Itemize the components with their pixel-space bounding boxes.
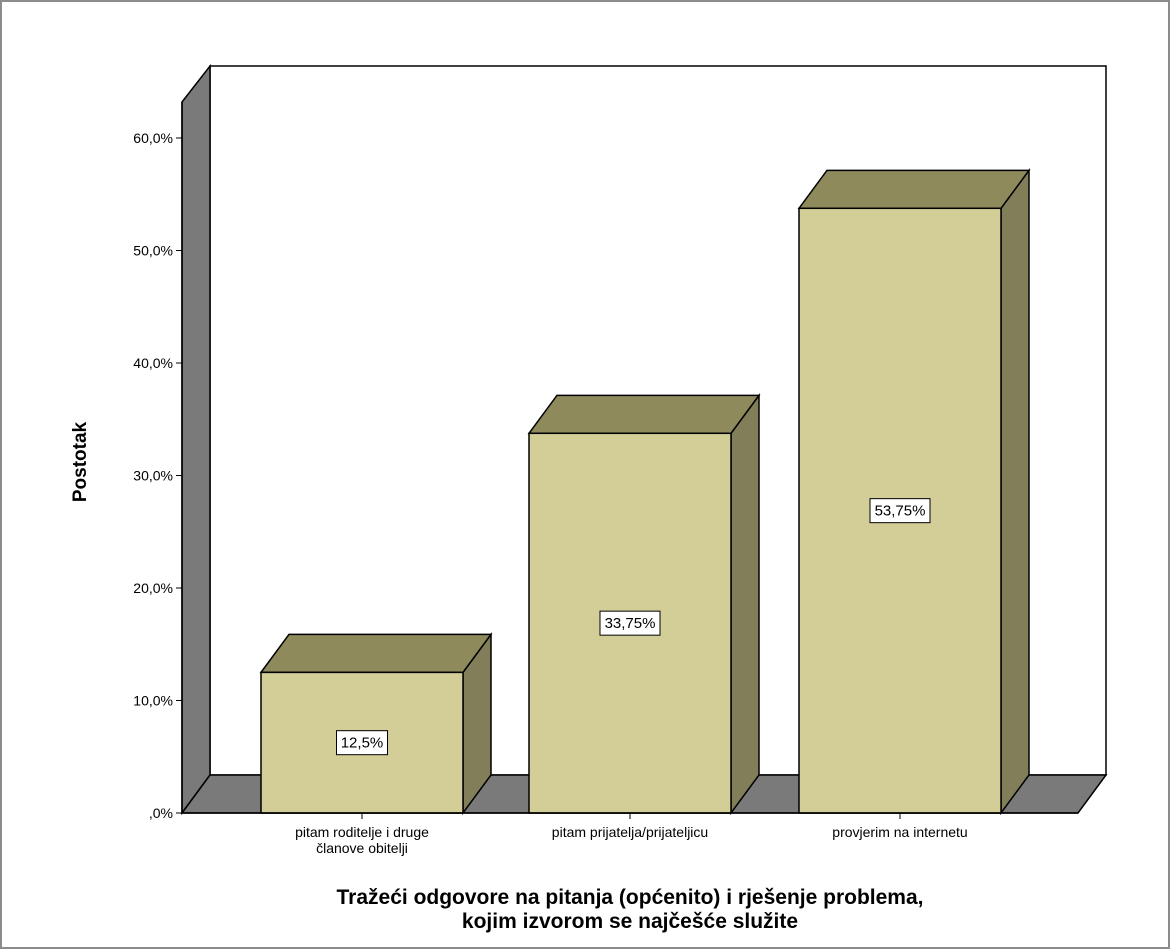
data-label-box xyxy=(599,610,661,636)
axis-titles: Postotak Tražeći odgovore na pitanja (opć… xyxy=(70,421,923,933)
data-label: 12,5% xyxy=(341,735,384,752)
y-tick-label: 20,0% xyxy=(133,580,173,596)
y-tick-label: 60,0% xyxy=(133,130,173,146)
side-wall xyxy=(181,63,211,816)
data-label-box xyxy=(336,730,388,756)
x-tick-label: pitam roditelje i druge xyxy=(295,824,429,840)
y-tick-label: 40,0% xyxy=(133,355,173,371)
y-axis: ,0% 10,0% 20,0% 30,0% 40,0% 50,0% 60,0% xyxy=(133,102,183,821)
bar: 53,75% xyxy=(797,168,1031,816)
x-axis-title: kojim izvorom se najčešće služite xyxy=(462,910,798,933)
data-label: 33,75% xyxy=(605,615,656,632)
y-tick-label: 30,0% xyxy=(133,468,173,484)
x-axis-title: Tražeći odgovore na pitanja (općenito) i… xyxy=(337,886,924,909)
x-tick-label: provjerim na internetu xyxy=(832,824,967,840)
bar-top xyxy=(259,633,493,674)
y-tick-label: 50,0% xyxy=(133,243,173,259)
bar-top xyxy=(797,169,1031,210)
x-tick-label: pitam prijatelja/prijateljicu xyxy=(552,824,708,840)
x-tick-label: članove obitelji xyxy=(316,840,408,856)
bars: 12,5% 33,75% 53,75% xyxy=(259,168,1031,816)
bar-side xyxy=(730,393,760,816)
bar: 33,75% xyxy=(527,393,761,816)
y-tick-label: ,0% xyxy=(149,805,173,821)
data-label-box xyxy=(869,498,931,524)
y-tick-label: 10,0% xyxy=(133,693,173,709)
bar: 12,5% xyxy=(259,632,493,816)
bar-top xyxy=(527,394,761,435)
data-label: 53,75% xyxy=(875,503,926,520)
y-axis-title: Postotak xyxy=(70,421,91,502)
bar-side xyxy=(1000,168,1030,816)
